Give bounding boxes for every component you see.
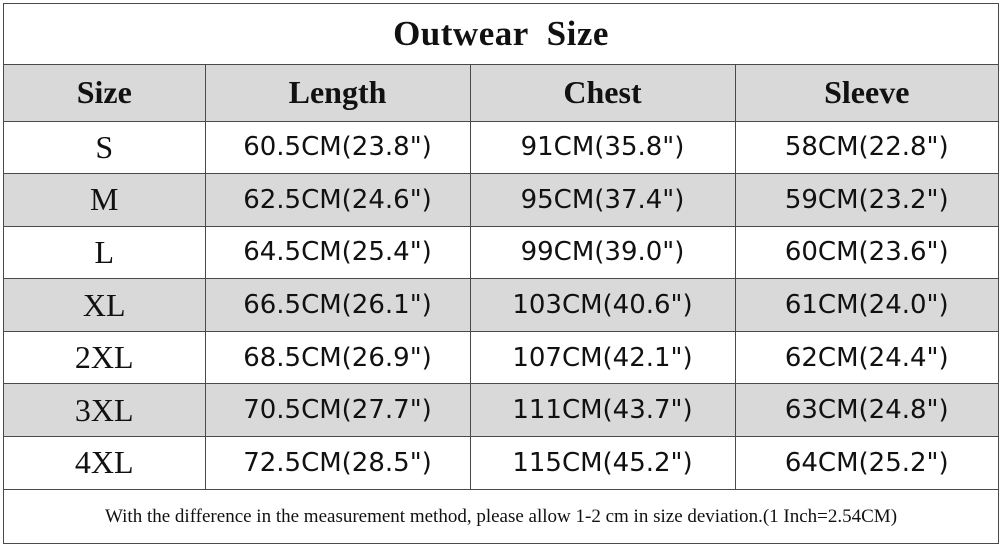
header-chest: Chest: [469, 65, 736, 122]
size-cell: S: [4, 120, 206, 175]
length-cell: 68.5CM(26.9"): [204, 330, 471, 385]
header-sleeve: Sleeve: [734, 65, 998, 122]
size-cell: L: [4, 225, 206, 280]
chest-cell: 103CM(40.6"): [469, 278, 736, 332]
measurement-note: With the difference in the measurement m…: [104, 505, 898, 527]
table-row: M 62.5CM(24.6") 95CM(37.4") 59CM(23.2"): [4, 173, 998, 227]
size-cell: 2XL: [4, 330, 206, 385]
chart-title: Outwear Size: [4, 4, 998, 65]
size-cell: XL: [4, 278, 206, 332]
size-table: Size Length Chest Sleeve S 60.5CM(23.8")…: [4, 65, 998, 490]
size-cell: 4XL: [4, 436, 206, 490]
length-cell: 64.5CM(25.4"): [204, 225, 471, 280]
size-chart: Outwear Size Size Length Chest Sleeve S …: [3, 3, 999, 544]
sleeve-cell: 62CM(24.4"): [734, 330, 998, 385]
header-row: Size Length Chest Sleeve: [4, 65, 998, 122]
sleeve-cell: 61CM(24.0"): [734, 278, 998, 332]
table-row: XL 66.5CM(26.1") 103CM(40.6") 61CM(24.0"…: [4, 278, 998, 332]
size-cell: M: [4, 173, 206, 227]
chest-cell: 111CM(43.7"): [469, 383, 736, 438]
table-row: 4XL 72.5CM(28.5") 115CM(45.2") 64CM(25.2…: [4, 436, 998, 490]
chest-cell: 99CM(39.0"): [469, 225, 736, 280]
header-length: Length: [204, 65, 471, 122]
header-size: Size: [4, 65, 206, 122]
chest-cell: 115CM(45.2"): [469, 436, 736, 490]
table-row: 2XL 68.5CM(26.9") 107CM(42.1") 62CM(24.4…: [4, 330, 998, 385]
table-row: S 60.5CM(23.8") 91CM(35.8") 58CM(22.8"): [4, 120, 998, 175]
length-cell: 72.5CM(28.5"): [204, 436, 471, 490]
chest-cell: 91CM(35.8"): [469, 120, 736, 175]
length-cell: 60.5CM(23.8"): [204, 120, 471, 175]
sleeve-cell: 60CM(23.6"): [734, 225, 998, 280]
chest-cell: 95CM(37.4"): [469, 173, 736, 227]
sleeve-cell: 63CM(24.8"): [734, 383, 998, 438]
table-row: 3XL 70.5CM(27.7") 111CM(43.7") 63CM(24.8…: [4, 383, 998, 438]
length-cell: 62.5CM(24.6"): [204, 173, 471, 227]
length-cell: 70.5CM(27.7"): [204, 383, 471, 438]
length-cell: 66.5CM(26.1"): [204, 278, 471, 332]
table-row: L 64.5CM(25.4") 99CM(39.0") 60CM(23.6"): [4, 225, 998, 280]
sleeve-cell: 59CM(23.2"): [734, 173, 998, 227]
chest-cell: 107CM(42.1"): [469, 330, 736, 385]
size-cell: 3XL: [4, 383, 206, 438]
sleeve-cell: 58CM(22.8"): [734, 120, 998, 175]
sleeve-cell: 64CM(25.2"): [734, 436, 998, 490]
